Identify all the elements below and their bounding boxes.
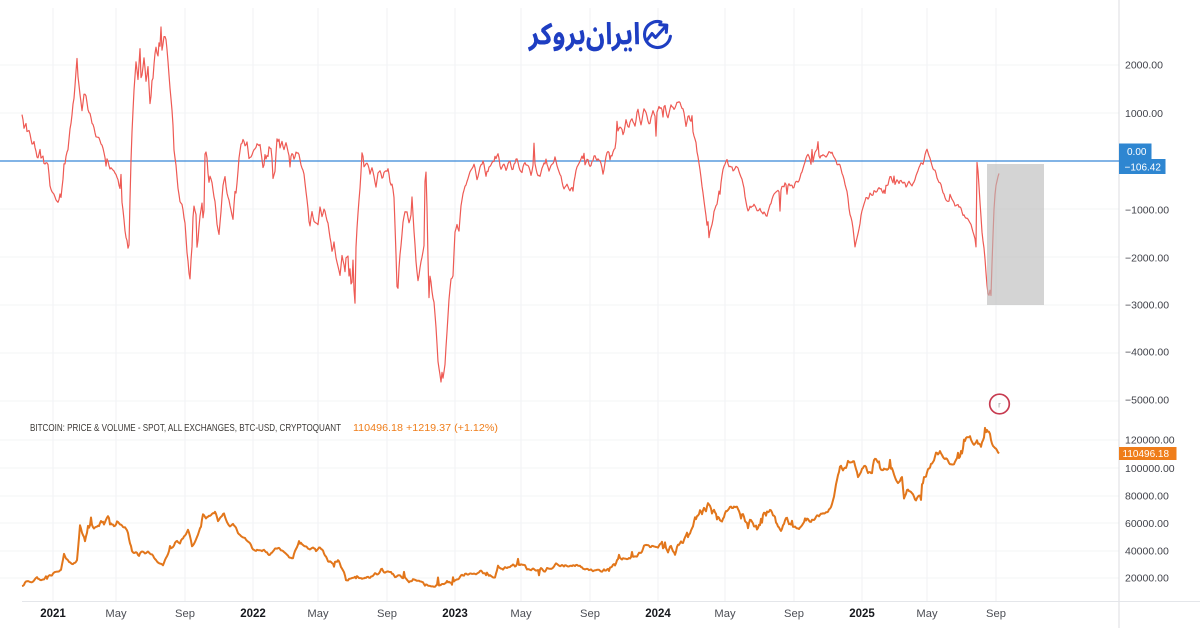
svg-text:1000.00: 1000.00: [1125, 108, 1163, 120]
svg-text:−2000.00: −2000.00: [1125, 253, 1169, 265]
svg-text:−5000.00: −5000.00: [1125, 395, 1169, 407]
svg-text:120000.00: 120000.00: [1125, 435, 1175, 447]
svg-text:r: r: [998, 401, 1001, 410]
svg-text:May: May: [714, 608, 736, 620]
svg-text:May: May: [105, 608, 127, 620]
svg-text:20000.00: 20000.00: [1125, 573, 1169, 585]
svg-text:Sep: Sep: [784, 608, 804, 620]
svg-text:May: May: [916, 608, 938, 620]
svg-text:Sep: Sep: [986, 608, 1006, 620]
svg-text:−1000.00: −1000.00: [1125, 205, 1169, 217]
svg-text:80000.00: 80000.00: [1125, 491, 1169, 503]
svg-text:−3000.00: −3000.00: [1125, 300, 1169, 312]
svg-text:Sep: Sep: [377, 608, 397, 620]
svg-text:BITCOIN: PRICE & VOLUME - SPOT: BITCOIN: PRICE & VOLUME - SPOT, ALL EXCH…: [30, 423, 341, 434]
svg-text:0.00: 0.00: [1127, 147, 1147, 158]
svg-text:40000.00: 40000.00: [1125, 546, 1169, 558]
svg-text:60000.00: 60000.00: [1125, 518, 1169, 530]
svg-text:2023: 2023: [442, 608, 468, 620]
svg-text:2022: 2022: [240, 608, 266, 620]
svg-text:2000.00: 2000.00: [1125, 60, 1163, 72]
svg-text:−106.42: −106.42: [1125, 162, 1162, 173]
svg-text:Sep: Sep: [580, 608, 600, 620]
svg-text:Sep: Sep: [175, 608, 195, 620]
svg-text:May: May: [307, 608, 329, 620]
svg-text:110496.18: 110496.18: [1123, 449, 1170, 460]
svg-text:May: May: [510, 608, 532, 620]
svg-text:2025: 2025: [849, 608, 875, 620]
svg-text:−4000.00: −4000.00: [1125, 347, 1169, 359]
svg-text:2024: 2024: [645, 608, 671, 620]
svg-text:2021: 2021: [40, 608, 66, 620]
svg-text:110496.18 +1219.37 (+1.12%): 110496.18 +1219.37 (+1.12%): [353, 423, 498, 434]
svg-text:100000.00: 100000.00: [1125, 463, 1175, 475]
